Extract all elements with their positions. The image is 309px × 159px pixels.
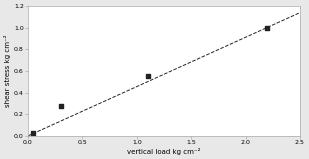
Point	[265, 27, 270, 29]
Y-axis label: shear stress kg cm⁻²: shear stress kg cm⁻²	[4, 35, 11, 107]
Point	[145, 75, 150, 78]
X-axis label: vertical load kg cm⁻²: vertical load kg cm⁻²	[127, 148, 201, 155]
Point	[31, 131, 36, 134]
Point	[58, 104, 63, 107]
